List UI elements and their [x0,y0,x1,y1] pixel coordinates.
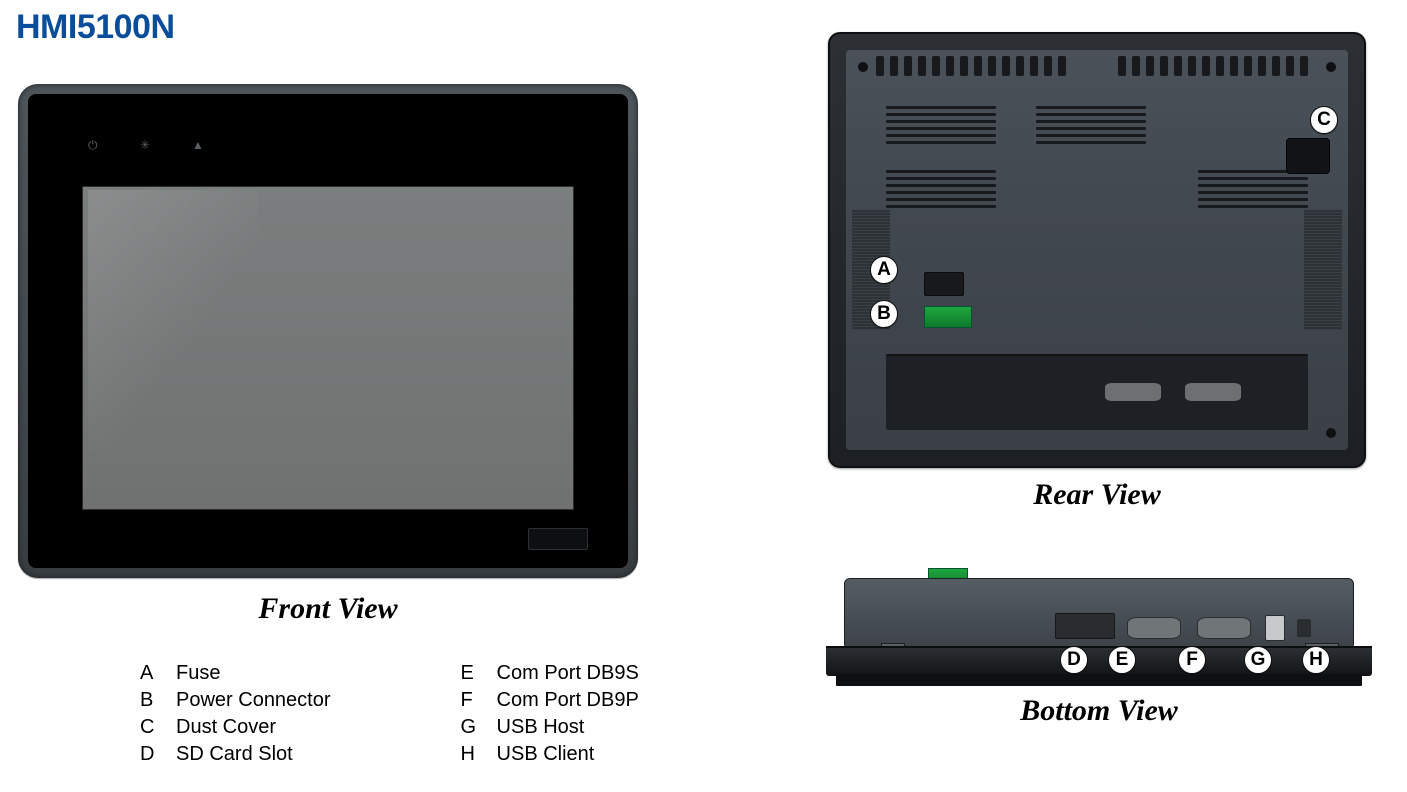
legend-key: D [140,743,176,766]
legend-key: F [461,689,497,712]
rear-fuse-holder [924,272,964,296]
rear-vent-block-3 [1036,106,1146,144]
rear-body [846,50,1348,450]
front-view-bezel: ⏻ ✳ ▲ [28,94,628,568]
callout-b: B [870,300,898,328]
legend-label: Dust Cover [176,716,331,739]
rear-vent-block-1 [886,106,996,144]
callout-g: G [1244,646,1272,674]
rear-db9s-port [1104,382,1162,402]
legend: AFuse BPower Connector CDust Cover DSD C… [140,662,639,766]
legend-col-2: ECom Port DB9S FCom Port DB9P GUSB Host … [461,662,639,766]
bottom-view-device [826,570,1372,692]
rear-screw [858,62,868,72]
legend-label: USB Host [497,716,639,739]
rear-dust-cover [1286,138,1330,174]
legend-label: Com Port DB9P [497,689,639,712]
network-indicator-icon: ▲ [192,138,200,146]
status-indicator-icon: ✳ [140,138,148,146]
bottom-sd-slot [1055,613,1115,639]
power-indicator-icon: ⏻ [88,138,96,146]
legend-key: E [461,662,497,685]
callout-f: F [1178,646,1206,674]
front-indicator-row: ⏻ ✳ ▲ [88,138,200,146]
bottom-db9s-port [1127,617,1181,639]
rear-power-connector [924,306,972,328]
legend-key: B [140,689,176,712]
callout-a: A [870,256,898,284]
legend-label: Power Connector [176,689,331,712]
callout-d: D [1060,646,1088,674]
bottom-front-lip [826,646,1372,676]
rear-texture-right [1304,210,1342,330]
rear-vent-block-4 [1198,170,1308,208]
front-view-device: ⏻ ✳ ▲ [18,84,638,578]
legend-key: H [461,743,497,766]
rear-db9p-port [1184,382,1242,402]
legend-key: A [140,662,176,685]
bottom-chassis [844,578,1354,650]
legend-label: USB Client [497,743,639,766]
rear-screw [1326,62,1336,72]
front-view-caption: Front View [18,592,638,626]
bottom-usb-client-port [1297,619,1311,637]
bottom-usb-host-port [1265,615,1285,641]
page-title: HMI5100N [16,8,175,47]
rear-screw [1326,428,1336,438]
rear-top-vent-left [876,56,1076,76]
rear-view-caption: Rear View [828,478,1366,512]
callout-h: H [1302,646,1330,674]
legend-label: SD Card Slot [176,743,331,766]
legend-key: C [140,716,176,739]
rear-vent-block-2 [886,170,996,208]
legend-col-1: AFuse BPower Connector CDust Cover DSD C… [140,662,331,766]
callout-e: E [1108,646,1136,674]
front-flap [528,528,588,550]
rear-view-device [828,32,1366,468]
bottom-strip [836,674,1362,686]
rear-connector-well [886,354,1308,430]
bottom-view-caption: Bottom View [826,694,1372,728]
legend-label: Com Port DB9S [497,662,639,685]
rear-top-vent-right [1118,56,1318,76]
bottom-db9p-port [1197,617,1251,639]
legend-label: Fuse [176,662,331,685]
front-view-screen [82,186,574,510]
callout-c: C [1310,106,1338,134]
legend-key: G [461,716,497,739]
